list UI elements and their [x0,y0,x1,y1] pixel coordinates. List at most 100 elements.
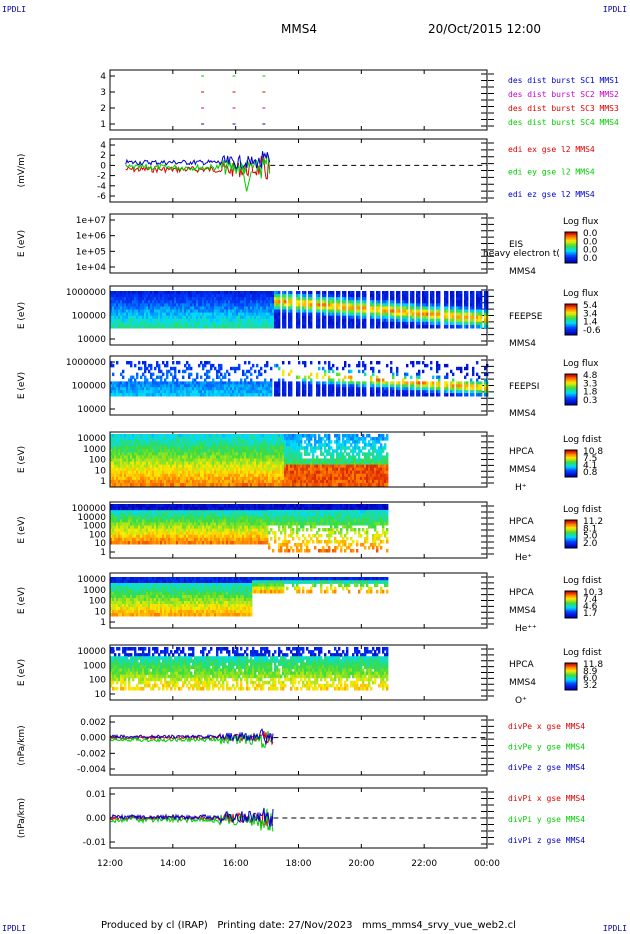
heatmap-cell [266,440,269,444]
heatmap-cell [140,381,143,385]
heatmap-cell [390,387,393,391]
heatmap-cell [286,437,289,441]
heatmap-cell [154,443,157,447]
heatmap-cell [196,390,199,394]
heatmap-cell [150,303,153,307]
heatmap-cell [472,312,475,317]
heatmap-cell [112,387,115,391]
heatmap-cell [250,366,253,371]
heatmap-cell [172,294,175,298]
heatmap-cell [308,476,311,481]
heatmap-cell [250,443,253,447]
colorbar-cell [565,383,577,386]
heatmap-cell [344,303,347,307]
heatmap-cell [180,464,183,469]
heatmap-cell [280,482,283,487]
heatmap-cell [290,303,293,307]
heatmap-cell [278,318,281,323]
heatmap-cell [418,300,421,304]
heatmap-cell [150,473,153,478]
heatmap-cell [166,443,169,447]
heatmap-cell [356,291,359,295]
heatmap-cell [246,473,249,478]
heatmap-cell [246,449,249,453]
heatmap-cell [424,306,427,310]
heatmap-cell [260,309,263,314]
heatmap-cell [264,318,267,323]
heatmap-cell [352,321,355,326]
heatmap-cell [206,482,209,487]
heatmap-cell [310,291,313,295]
heatmap-cell [180,321,183,326]
heatmap-cell [158,306,161,310]
heatmap-cell [150,363,153,368]
heatmap-cell [120,461,123,466]
heatmap-cell [126,461,129,466]
heatmap-cell [120,300,123,304]
heatmap-cell [254,437,257,441]
heatmap-cell [268,443,271,447]
heatmap-cell [166,470,169,475]
heatmap-cell [188,434,191,438]
heatmap-cell [190,467,193,472]
heatmap-cell [478,306,481,310]
heatmap-cell [148,291,151,295]
heatmap-cell [348,321,351,326]
heatmap-cell [276,291,279,295]
heatmap-cell [154,461,157,466]
heatmap-cell [198,324,201,329]
heatmap-cell [132,321,135,326]
heatmap-cell [362,294,365,298]
heatmap-cell [128,390,131,394]
heatmap-cell [144,303,147,307]
heatmap-cell [244,476,247,481]
heatmap-cell [222,294,225,298]
heatmap-cell [356,390,359,394]
heatmap-cell [118,393,121,397]
heatmap-cell [322,390,325,394]
heatmap-cell [330,390,333,394]
heatmap-cell [282,482,285,487]
heatmap-cell [138,473,141,478]
heatmap-cell [324,309,327,314]
heatmap-cell [210,482,213,487]
heatmap-cell [226,318,229,323]
heatmap-cell [216,387,219,391]
heatmap-cell [156,363,159,368]
heatmap-cell [240,482,243,487]
heatmap-cell [134,300,137,304]
heatmap-cell [200,381,203,385]
heatmap-cell [204,291,207,295]
heatmap-cell [262,384,265,388]
heatmap-cell [266,384,269,388]
heatmap-cell [258,387,261,391]
heatmap-cell [372,366,375,371]
heatmap-cell [242,482,245,487]
heatmap-cell [182,384,185,388]
heatmap-cell [226,470,229,475]
heatmap-cell [268,318,271,323]
heatmap-cell [266,467,269,472]
heatmap-cell [130,291,133,295]
heatmap-cell [204,363,207,368]
heatmap-cell [204,464,207,469]
heatmap-cell [270,309,273,314]
heatmap-cell [246,321,249,326]
heatmap-cell [252,446,255,450]
heatmap-cell [292,440,295,444]
heatmap-cell [390,390,393,394]
heatmap-cell [110,479,113,484]
colorbar-cell [565,392,577,395]
heatmap-cell [180,387,183,391]
heatmap-cell [206,361,209,365]
heatmap-cell [160,437,163,441]
heatmap-cell [436,384,439,388]
heatmap-cell [230,458,233,463]
heatmap-cell [242,434,245,438]
heatmap-cell [306,476,309,481]
heatmap-cell [316,315,319,320]
heatmap-cell [196,446,199,450]
heatmap-cell [218,321,221,326]
heatmap-cell [228,390,231,394]
heatmap-cell [118,303,121,307]
